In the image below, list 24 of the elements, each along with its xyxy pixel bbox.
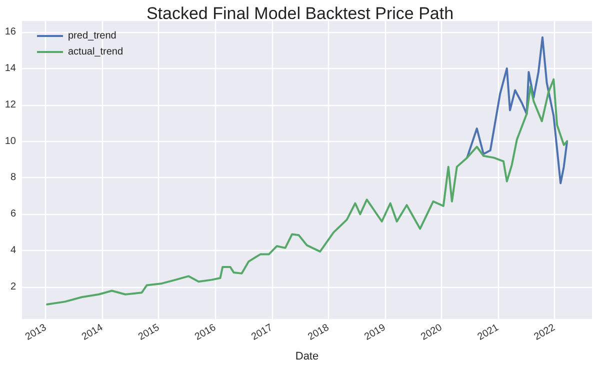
- y-tick-label: 6: [10, 208, 16, 220]
- legend-label: actual_trend: [68, 46, 124, 58]
- line-series: [46, 78, 568, 306]
- x-tick-label: 2020: [419, 322, 444, 343]
- y-tick-label: 16: [4, 26, 16, 38]
- line-series: [466, 36, 568, 184]
- chart-title: Stacked Final Model Backtest Price Path: [146, 4, 454, 23]
- x-tick-label: 2022: [532, 322, 558, 343]
- x-tick-label: 2017: [250, 322, 275, 343]
- y-tick-label: 4: [10, 245, 16, 256]
- x-tick-label: 2019: [362, 322, 388, 343]
- x-tick-label: 2014: [80, 322, 106, 343]
- x-tick-label: 2016: [193, 322, 218, 343]
- x-axis-title: Date: [295, 350, 319, 362]
- y-tick-label: 12: [4, 99, 16, 110]
- legend-label: pred_trend: [68, 30, 116, 42]
- x-tick-label: 2015: [136, 322, 162, 343]
- x-tick-label: 2013: [24, 322, 49, 343]
- y-tick-label: 14: [4, 62, 16, 74]
- x-tick-label: 2021: [476, 322, 502, 343]
- y-tick-label: 2: [10, 282, 16, 293]
- y-tick-label: 8: [10, 172, 16, 184]
- y-tick-label: 10: [4, 136, 16, 147]
- x-tick-label: 2018: [306, 322, 332, 343]
